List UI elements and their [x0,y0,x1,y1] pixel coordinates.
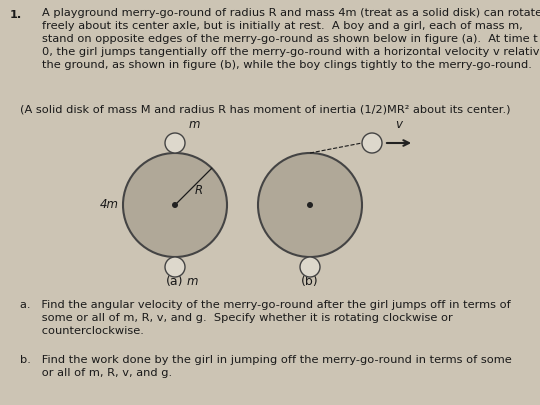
Text: a.   Find the angular velocity of the merry-go-round after the girl jumps off in: a. Find the angular velocity of the merr… [20,300,511,310]
Text: (a): (a) [166,275,184,288]
Text: v: v [395,118,402,131]
Text: A playground merry-go-round of radius R and mass 4m (treat as a solid disk) can : A playground merry-go-round of radius R … [42,8,540,18]
Circle shape [123,153,227,257]
Text: R: R [195,184,203,197]
Circle shape [165,257,185,277]
Text: or all of m, R, v, and g.: or all of m, R, v, and g. [20,368,172,378]
Circle shape [258,153,362,257]
Text: stand on opposite edges of the merry-go-round as shown below in figure (a).  At : stand on opposite edges of the merry-go-… [42,34,540,44]
Text: 4m: 4m [100,198,119,211]
Text: b.   Find the work done by the girl in jumping off the merry-go-round in terms o: b. Find the work done by the girl in jum… [20,355,512,365]
Text: the ground, as shown in figure (b), while the boy clings tightly to the merry-go: the ground, as shown in figure (b), whil… [42,60,532,70]
Text: 1.: 1. [10,10,22,20]
Text: counterclockwise.: counterclockwise. [20,326,144,336]
Circle shape [300,257,320,277]
Circle shape [362,133,382,153]
Circle shape [307,202,313,208]
Text: freely about its center axle, but is initially at rest.  A boy and a girl, each : freely about its center axle, but is ini… [42,21,523,31]
Text: (A solid disk of mass M and radius R has moment of inertia (1/2)MR² about its ce: (A solid disk of mass M and radius R has… [20,105,510,115]
Text: some or all of m, R, v, and g.  Specify whether it is rotating clockwise or: some or all of m, R, v, and g. Specify w… [20,313,453,323]
Text: 0, the girl jumps tangentially off the merry-go-round with a horizontal velocity: 0, the girl jumps tangentially off the m… [42,47,540,57]
Text: m: m [189,118,200,131]
Circle shape [165,133,185,153]
Text: (b): (b) [301,275,319,288]
Text: m: m [187,275,199,288]
Circle shape [172,202,178,208]
